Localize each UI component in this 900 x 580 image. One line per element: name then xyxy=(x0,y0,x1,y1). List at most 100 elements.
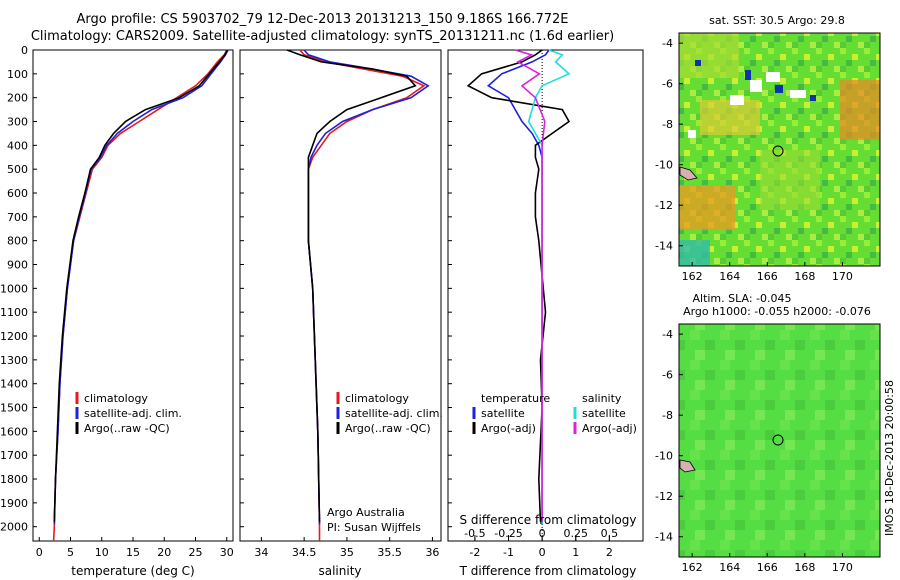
x-tick-label: 0 xyxy=(539,546,546,559)
legend-label-satellite: satellite-adj. clim. xyxy=(84,407,182,420)
difference-x-axis: -2 -1 0 1 2 xyxy=(469,537,613,559)
depth-axis: 0 100 200 300 400 500 600 700 800 900 1000 1100 1200… xyxy=(0,44,452,534)
series-line-salinity-satellite xyxy=(527,49,571,525)
credit-line2: PI: Susan Wijffels xyxy=(327,521,421,534)
series-line-argo-raw-qc xyxy=(53,49,229,522)
legend-label-argo: Argo(..raw -QC) xyxy=(345,422,431,435)
sst-map: -4 -6 -8 -10 -12 -14 162 164 166 168 170 xyxy=(655,32,881,283)
sst-map-frame xyxy=(678,32,881,267)
map-y-tick-label: -8 xyxy=(662,118,673,131)
sla-map-title-line2: Argo h1000: -0.055 h2000: -0.076 xyxy=(683,305,871,318)
map-x-tick-label: 170 xyxy=(832,561,853,574)
x-tick-label: 34 xyxy=(254,546,268,559)
sst-cold-cell xyxy=(745,70,751,80)
x-tick-label: 1 xyxy=(572,546,579,559)
map-y-tick-label: -4 xyxy=(662,328,673,341)
depth-tick-label: 1000 xyxy=(0,282,28,295)
x-tick-label: 2 xyxy=(606,546,613,559)
map-x-tick-label: 168 xyxy=(794,561,815,574)
sst-patch xyxy=(760,150,820,210)
sst-cold-cell xyxy=(775,85,783,93)
map-x-tick-label: 166 xyxy=(757,270,778,283)
map-x-tick-label: 164 xyxy=(719,561,740,574)
difference-panel-frame xyxy=(447,49,644,542)
legend-title-salinity: salinity xyxy=(582,392,622,405)
map-y-tick-label: -8 xyxy=(662,409,673,422)
depth-tick-label: 500 xyxy=(7,163,28,176)
difference-top-label: S difference from climatology xyxy=(460,513,637,527)
x-tick-label: 34.5 xyxy=(292,546,317,559)
map-y-tick-label: -10 xyxy=(655,450,673,463)
legend-label-satellite: satellite-adj. clim. xyxy=(345,407,443,420)
legend-label-climatology: climatology xyxy=(345,392,409,405)
depth-tick-label: 900 xyxy=(7,259,28,272)
depth-tick-label: 200 xyxy=(7,92,28,105)
sst-cold-cell xyxy=(810,95,816,101)
salinity-xlabel: salinity xyxy=(318,564,361,578)
legend-title-temperature: temperature xyxy=(481,392,550,405)
x-tick-label: 25 xyxy=(189,546,203,559)
map-y-tick-label: -6 xyxy=(662,78,673,91)
sla-map: -4 -6 -8 -10 -12 -14 162 164 166 168 170 xyxy=(655,323,881,574)
sla-map-frame xyxy=(678,323,881,558)
map-y-tick-label: -14 xyxy=(655,240,673,253)
sst-map-y-axis: -4 -6 -8 -10 -12 -14 xyxy=(655,37,683,253)
x-tick-label: 20 xyxy=(157,546,171,559)
map-x-tick-label: 162 xyxy=(682,270,703,283)
temperature-legend: climatology satellite-adj. clim. Argo(..… xyxy=(75,392,182,435)
x-tick-label: 36 xyxy=(425,546,439,559)
sst-cool-patch xyxy=(680,240,710,266)
depth-tick-label: 700 xyxy=(7,211,28,224)
x-tick-label: -2 xyxy=(469,546,480,559)
sst-missing-cell xyxy=(688,130,696,138)
argo-float-marker xyxy=(772,434,784,446)
sst-missing-cell xyxy=(730,95,744,105)
figure-title-line1: Argo profile: CS 5903702_79 12-Dec-2013 … xyxy=(76,12,569,27)
sst-missing-cell xyxy=(766,72,780,82)
x-tick-label: 35.5 xyxy=(377,546,402,559)
x-tick-label: 0 xyxy=(36,546,43,559)
sst-missing-cell xyxy=(750,80,762,92)
top-tick-label: 0.25 xyxy=(564,527,589,540)
depth-tick-label: 100 xyxy=(7,68,28,81)
salinity-legend: climatology satellite-adj. clim. Argo(..… xyxy=(336,392,443,435)
depth-tick-label: 2000 xyxy=(0,521,28,534)
x-tick-label: 35 xyxy=(340,546,354,559)
map-y-tick-label: -6 xyxy=(662,369,673,382)
sst-missing-cell xyxy=(790,90,806,98)
sst-warm-patch xyxy=(840,80,880,140)
map-x-tick-label: 168 xyxy=(794,270,815,283)
legend-label-t-satellite: satellite xyxy=(481,407,525,420)
argo-float-marker xyxy=(772,145,784,157)
map-x-tick-label: 162 xyxy=(682,561,703,574)
credit-line1: Argo Australia xyxy=(327,506,405,519)
legend-label-s-argo: Argo(-adj) xyxy=(582,422,637,435)
x-tick-label: 30 xyxy=(220,546,234,559)
x-tick-label: 10 xyxy=(95,546,109,559)
map-y-tick-label: -4 xyxy=(662,37,673,50)
x-tick-label: 5 xyxy=(67,546,74,559)
depth-tick-label: 1300 xyxy=(0,354,28,367)
difference-top-axis: -0.5-0.2500.250.5 xyxy=(464,50,618,541)
sla-map-field xyxy=(679,324,880,557)
series-line-climatology xyxy=(52,49,228,542)
map-y-tick-label: -12 xyxy=(655,490,673,503)
figure-title-line2: Climatology: CARS2009. Satellite-adjuste… xyxy=(30,29,615,44)
legend-label-climatology: climatology xyxy=(84,392,148,405)
island-outline xyxy=(679,166,698,181)
depth-tick-label: 1800 xyxy=(0,473,28,486)
legend-label-t-argo: Argo(-adj) xyxy=(481,422,536,435)
sst-warm-patch xyxy=(700,100,760,135)
sst-warm-patch xyxy=(679,33,739,78)
temperature-x-axis: 0 5 10 15 20 25 30 xyxy=(36,537,234,559)
depth-tick-label: 1900 xyxy=(0,497,28,510)
map-x-tick-label: 166 xyxy=(757,561,778,574)
sst-map-x-axis: 162 164 166 168 170 xyxy=(682,262,853,283)
x-tick-label: -1 xyxy=(503,546,514,559)
difference-xlabel: T difference from climatology xyxy=(459,564,637,578)
sst-cold-cell xyxy=(695,60,701,66)
sla-map-y-axis: -4 -6 -8 -10 -12 -14 xyxy=(655,328,683,544)
depth-tick-label: 0 xyxy=(21,44,28,57)
difference-legend: temperature satellite Argo(-adj) salinit… xyxy=(472,392,637,435)
map-x-tick-label: 164 xyxy=(719,270,740,283)
